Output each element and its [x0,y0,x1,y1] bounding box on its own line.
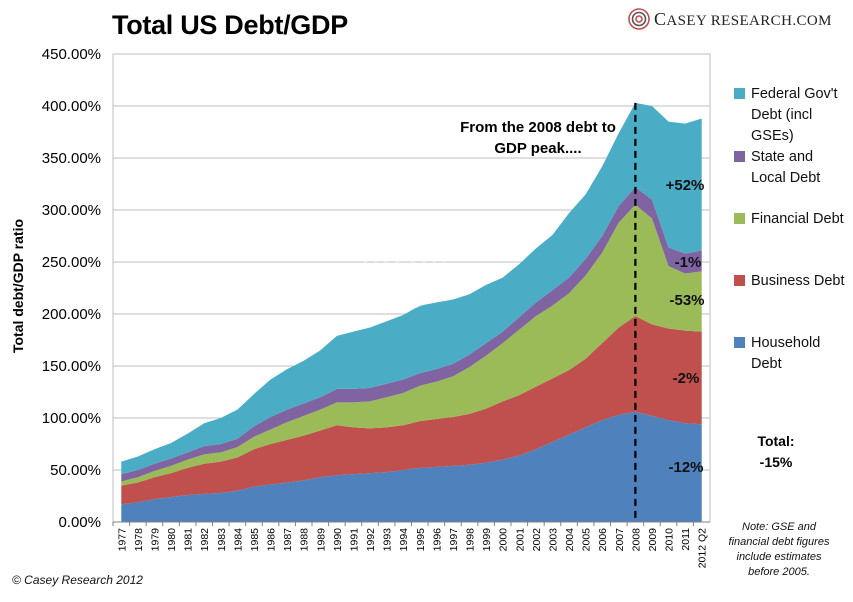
legend-swatch-financial [734,213,745,224]
area-series-0 [121,411,702,522]
x-tick-label: 2000 [498,528,510,552]
legend-swatch-federal [734,88,745,99]
x-tick-label: 2001 [514,528,526,552]
chart-title: Total US Debt/GDP [112,10,348,40]
x-tick-label: 1980 [166,528,178,552]
x-tick-label: 1986 [266,528,278,552]
legend-item-state-local: State and Local Debt [734,147,849,189]
x-tick-label: 1991 [348,528,360,552]
x-tick-label: 1997 [448,528,460,552]
copyright: © Casey Research 2012 [12,573,143,587]
total-change: Total: -15% [752,431,800,473]
x-tick-label: 2007 [614,528,626,552]
series-change-label: -1% [675,254,702,271]
legend-label-financial: Financial Debt [751,211,844,227]
x-tick-label: 1979 [149,528,161,552]
peak-annotation-line1: From the 2008 debt to [460,119,616,136]
legend-item-household: Household Debt [734,333,849,375]
legend-swatch-household [734,337,745,348]
y-tick-label: 300.00% [42,202,101,219]
total-label: Total: [757,433,795,449]
x-tick-label: 2010 [664,528,676,552]
x-tick-label: 1992 [365,528,377,552]
x-tick-label: 1983 [216,528,228,552]
y-tick-label: 450.00% [42,46,101,63]
x-tick-label: 1995 [415,528,427,552]
series-change-label: -2% [673,370,700,387]
x-tick-label: 2009 [647,528,659,552]
y-tick-label: 150.00% [42,358,101,375]
x-tick-label: 1990 [332,528,344,552]
area-series-4 [121,102,702,475]
x-tick-label: 1993 [382,528,394,552]
logo-text: CASEY RESEARCH.COM [654,8,832,29]
legend-label-federal: Federal Gov't Debt (incl GSEs) [751,86,838,144]
y-tick-label: 350.00% [42,150,101,167]
footnote: Note: GSE and financial debt figures inc… [728,521,830,578]
x-tick-label: 1989 [315,528,327,552]
x-tick-label: 1984 [232,528,244,552]
legend-label-household: Household Debt [751,335,821,372]
x-tick-label: 1981 [183,528,195,552]
area-series-2 [121,204,702,486]
legend-label-state-local: State and Local Debt [751,149,821,186]
x-tick-label: 2006 [597,528,609,552]
legend-swatch-business [734,275,745,286]
x-tick-label: 1985 [249,528,261,552]
x-tick-label: 1998 [465,528,477,552]
watermark-ring [393,256,417,280]
x-tick-label: 2012 Q2 [697,528,709,568]
x-tick-label: 2008 [630,528,642,552]
legend-label-business: Business Debt [751,273,845,289]
total-value: -15% [759,454,793,470]
x-tick-label: 1987 [282,528,294,552]
x-tick-label: 2011 [680,528,692,551]
peak-annotation-line2: GDP peak.... [494,140,581,157]
x-tick-label: 2002 [531,528,543,552]
x-tick-label: 2004 [564,528,576,552]
x-tick-label: 1982 [199,528,211,552]
x-tick-label: 1988 [299,528,311,552]
watermark-ring [363,226,447,310]
x-tick-label: 2003 [547,528,559,552]
y-tick-label: 250.00% [42,254,101,271]
x-tick-label: 1999 [481,528,493,552]
legend-item-business: Business Debt [734,271,845,292]
watermark-ring [383,246,427,290]
x-tick-label: 1994 [398,528,410,552]
x-tick-label: 1977 [116,528,128,552]
series-change-label: -53% [669,292,704,309]
x-tick-label: 2005 [581,528,593,552]
y-tick-label: 200.00% [42,306,101,323]
casey-research-swirl-icon [628,8,650,30]
x-tick-label: 1996 [431,528,443,552]
legend-item-federal: Federal Gov't Debt (incl GSEs) [734,84,849,147]
x-tick-label: 1978 [133,528,145,552]
legend-item-financial: Financial Debt [734,209,844,230]
y-tick-label: 400.00% [42,98,101,115]
legend-swatch-state-local [734,151,745,162]
y-tick-label: 100.00% [42,410,101,427]
watermark-ring [373,236,437,300]
area-series-1 [121,316,702,505]
y-tick-label: 0.00% [58,514,101,531]
y-tick-label: 50.00% [50,462,101,479]
series-change-label: +52% [666,177,705,194]
casey-research-logo: CASEY RESEARCH.COM [628,7,832,31]
series-change-label: -12% [668,459,703,476]
